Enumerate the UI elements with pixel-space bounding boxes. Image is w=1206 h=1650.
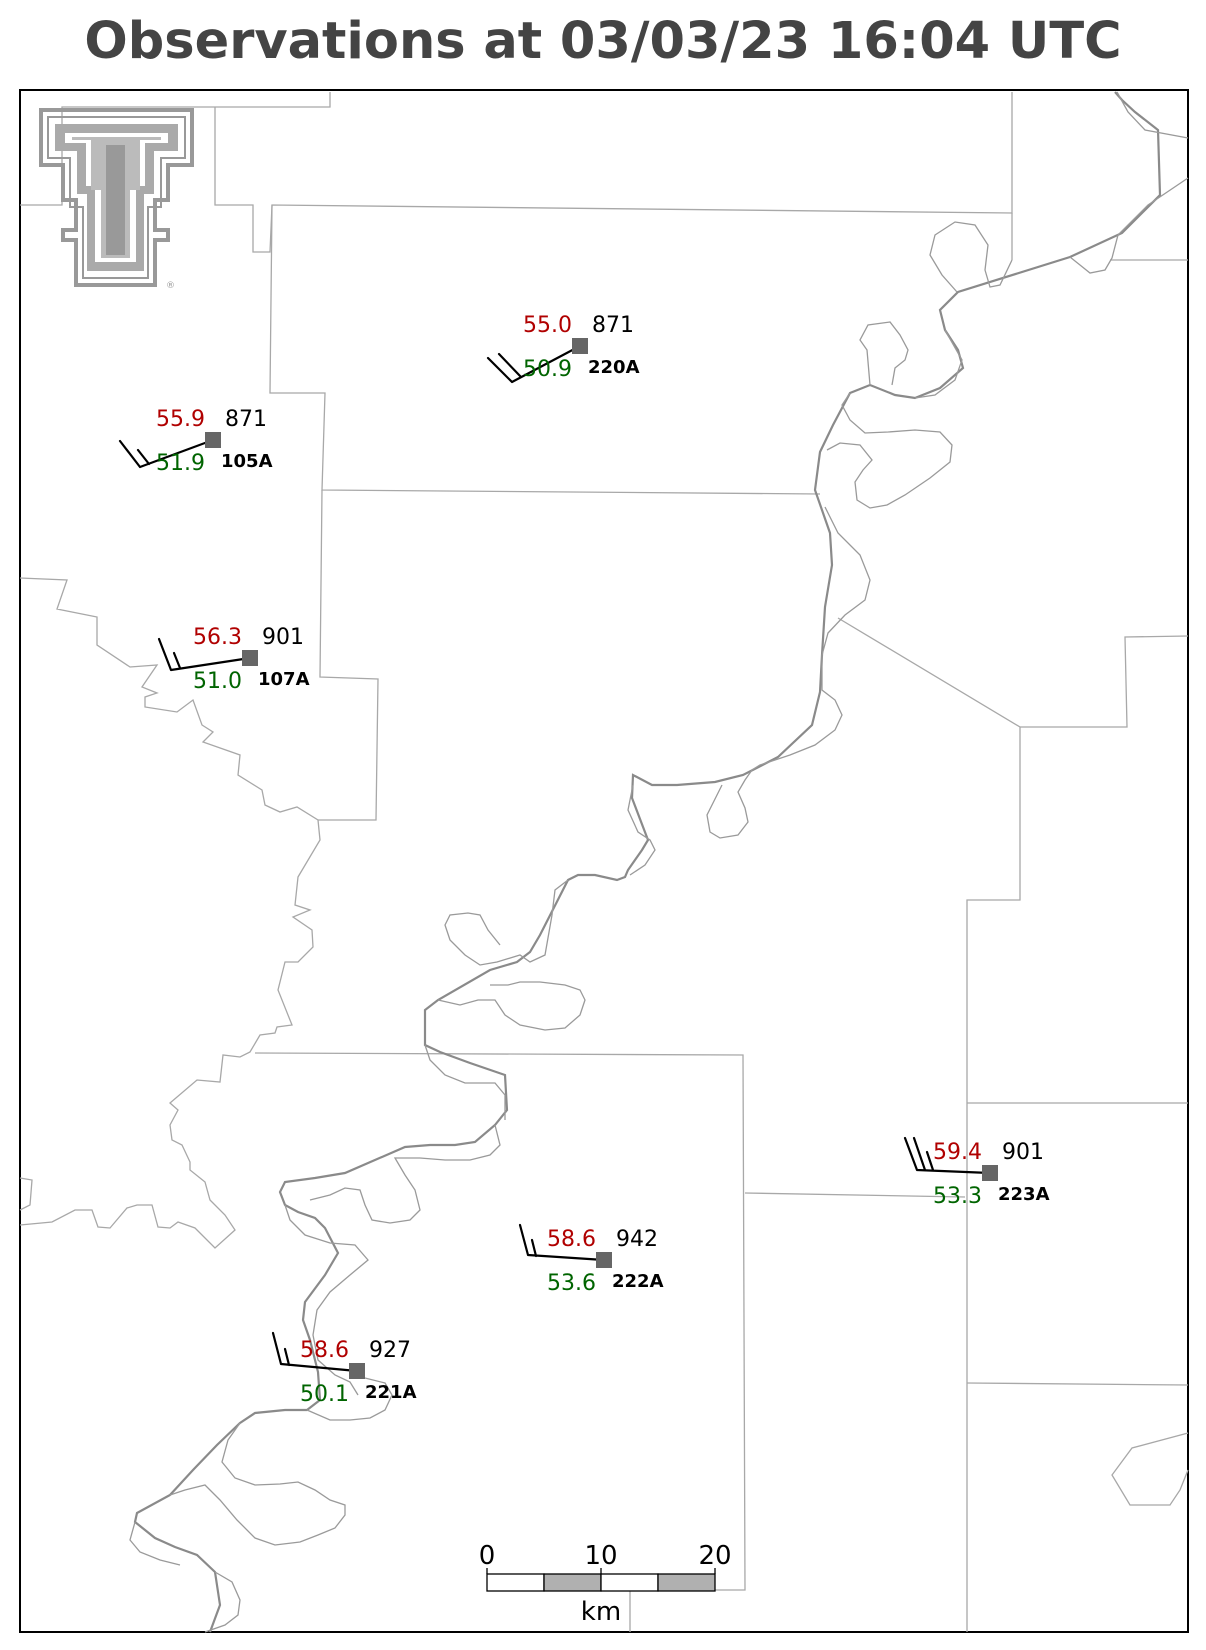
temperature-label: 56.3 — [193, 625, 242, 650]
river — [133, 91, 1162, 1633]
station-plots: 55.0 871 50.9 220A 55.9 871 51.9 105A 56.3 901 51.… — [118, 313, 1050, 1407]
station-marker[interactable] — [349, 1363, 365, 1379]
wind-barb — [157, 637, 252, 672]
station-id-label: 105A — [221, 451, 273, 472]
temperature-label: 58.6 — [300, 1338, 349, 1363]
scale-segment — [543, 1573, 602, 1592]
dewpoint-label: 51.9 — [156, 451, 205, 476]
station-plot: 58.6 927 50.1 221A — [271, 1331, 417, 1407]
pressure-label: 871 — [225, 407, 267, 432]
temperature-label: 55.9 — [156, 407, 205, 432]
temperature-label: 58.6 — [547, 1227, 596, 1252]
station-plot: 58.6 942 53.6 222A — [518, 1223, 664, 1296]
logo-registered-mark: ® — [166, 281, 175, 291]
map-title: Observations at 03/03/23 16:04 UTC — [84, 12, 1122, 71]
dewpoint-label: 53.6 — [547, 1271, 596, 1296]
pressure-label: 901 — [1002, 1140, 1044, 1165]
wind-barb — [486, 344, 582, 384]
scale-tick-label: 20 — [698, 1541, 731, 1571]
map-frame — [19, 89, 1189, 1633]
station-id-label: 221A — [365, 1382, 417, 1403]
scale-bar: 0 10 20 km — [479, 1541, 732, 1627]
dewpoint-label: 51.0 — [193, 669, 242, 694]
county-boundaries — [19, 92, 1189, 1632]
pressure-label: 927 — [369, 1338, 411, 1363]
station-marker[interactable] — [572, 338, 588, 354]
station-plot: 59.4 901 53.3 223A — [903, 1136, 1050, 1209]
wind-barb — [903, 1136, 992, 1175]
temperature-label: 55.0 — [523, 313, 572, 338]
pressure-label: 871 — [592, 313, 634, 338]
wind-barb — [518, 1223, 606, 1262]
wind-barb — [118, 438, 215, 469]
pressure-label: 901 — [262, 625, 304, 650]
scale-segment — [486, 1573, 545, 1592]
river-banks — [129, 91, 1189, 1633]
temperature-label: 59.4 — [933, 1140, 982, 1165]
station-plot: 55.0 871 50.9 220A — [486, 313, 640, 384]
station-marker[interactable] — [242, 650, 258, 666]
station-id-label: 223A — [998, 1184, 1050, 1205]
station-plot: 56.3 901 51.0 107A — [157, 625, 310, 694]
scale-segment — [600, 1573, 659, 1592]
station-id-label: 222A — [612, 1271, 664, 1292]
pressure-label: 942 — [616, 1227, 658, 1252]
scale-segment — [657, 1573, 716, 1592]
scale-unit-label: km — [581, 1597, 621, 1627]
station-marker[interactable] — [596, 1252, 612, 1268]
wind-barb — [271, 1331, 359, 1373]
station-marker[interactable] — [982, 1165, 998, 1181]
dewpoint-label: 50.1 — [300, 1382, 349, 1407]
station-id-label: 220A — [588, 357, 640, 378]
dewpoint-label: 53.3 — [933, 1184, 982, 1209]
dewpoint-label: 50.9 — [523, 357, 572, 382]
station-plot: 55.9 871 51.9 105A — [118, 407, 273, 476]
station-id-label: 107A — [258, 669, 310, 690]
logo: texas-tech-double-t-logo ® — [39, 108, 194, 291]
scale-tick-label: 10 — [584, 1541, 617, 1571]
scale-tick-label: 0 — [479, 1541, 496, 1571]
station-marker[interactable] — [205, 432, 221, 448]
